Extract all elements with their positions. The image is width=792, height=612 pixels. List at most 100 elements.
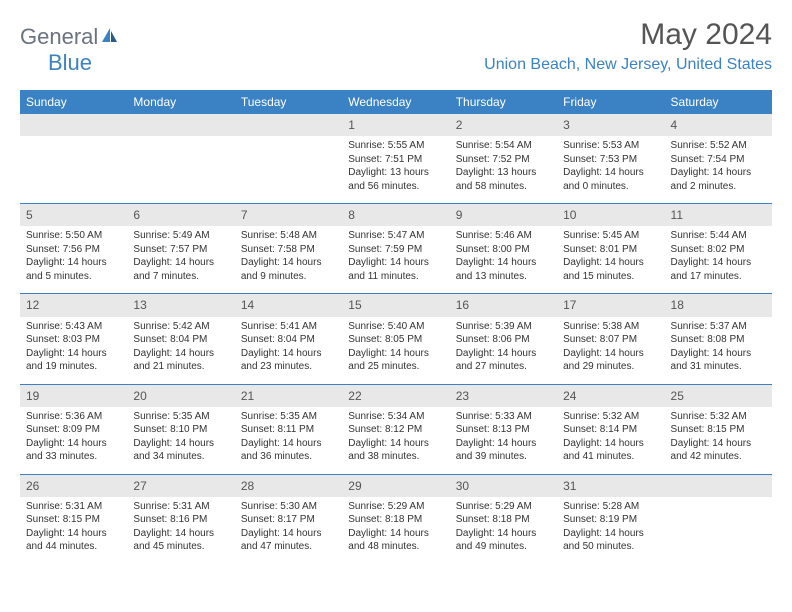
daylight-text-1: Daylight: 14 hours — [26, 527, 121, 541]
detail-row: Sunrise: 5:31 AMSunset: 8:15 PMDaylight:… — [20, 497, 772, 564]
day-detail: Sunrise: 5:46 AMSunset: 8:00 PMDaylight:… — [450, 226, 557, 294]
sunrise-text: Sunrise: 5:32 AM — [671, 410, 766, 424]
daylight-text-1: Daylight: 14 hours — [456, 347, 551, 361]
daylight-text-2: and 47 minutes. — [241, 540, 336, 554]
day-number: 28 — [235, 474, 342, 497]
daynum-row: 12131415161718 — [20, 294, 772, 317]
day-number: 19 — [20, 384, 127, 407]
sunset-text: Sunset: 8:04 PM — [133, 333, 228, 347]
sunrise-text: Sunrise: 5:45 AM — [563, 229, 658, 243]
day-detail: Sunrise: 5:35 AMSunset: 8:11 PMDaylight:… — [235, 407, 342, 475]
day-detail: Sunrise: 5:32 AMSunset: 8:14 PMDaylight:… — [557, 407, 664, 475]
daylight-text-1: Daylight: 13 hours — [456, 166, 551, 180]
sunrise-text: Sunrise: 5:34 AM — [348, 410, 443, 424]
daylight-text-2: and 49 minutes. — [456, 540, 551, 554]
daylight-text-1: Daylight: 14 hours — [671, 166, 766, 180]
daylight-text-1: Daylight: 14 hours — [241, 256, 336, 270]
day-number — [127, 114, 234, 136]
daylight-text-1: Daylight: 14 hours — [26, 437, 121, 451]
daylight-text-1: Daylight: 14 hours — [563, 256, 658, 270]
sunset-text: Sunset: 8:18 PM — [456, 513, 551, 527]
sunset-text: Sunset: 8:17 PM — [241, 513, 336, 527]
daylight-text-2: and 38 minutes. — [348, 450, 443, 464]
day-number: 18 — [665, 294, 772, 317]
day-detail: Sunrise: 5:49 AMSunset: 7:57 PMDaylight:… — [127, 226, 234, 294]
weekday-tuesday: Tuesday — [235, 90, 342, 114]
day-detail: Sunrise: 5:31 AMSunset: 8:16 PMDaylight:… — [127, 497, 234, 564]
daylight-text-2: and 0 minutes. — [563, 180, 658, 194]
sunset-text: Sunset: 8:08 PM — [671, 333, 766, 347]
day-number: 9 — [450, 204, 557, 227]
daylight-text-1: Daylight: 14 hours — [348, 256, 443, 270]
daylight-text-1: Daylight: 14 hours — [456, 256, 551, 270]
daylight-text-2: and 9 minutes. — [241, 270, 336, 284]
day-detail: Sunrise: 5:32 AMSunset: 8:15 PMDaylight:… — [665, 407, 772, 475]
day-detail: Sunrise: 5:35 AMSunset: 8:10 PMDaylight:… — [127, 407, 234, 475]
day-detail: Sunrise: 5:31 AMSunset: 8:15 PMDaylight:… — [20, 497, 127, 564]
daylight-text-2: and 50 minutes. — [563, 540, 658, 554]
daylight-text-1: Daylight: 14 hours — [563, 527, 658, 541]
day-number: 21 — [235, 384, 342, 407]
daynum-row: 262728293031 — [20, 474, 772, 497]
sunset-text: Sunset: 8:11 PM — [241, 423, 336, 437]
sunrise-text: Sunrise: 5:54 AM — [456, 139, 551, 153]
day-number: 10 — [557, 204, 664, 227]
daynum-row: 567891011 — [20, 204, 772, 227]
sunset-text: Sunset: 8:09 PM — [26, 423, 121, 437]
sunset-text: Sunset: 8:15 PM — [26, 513, 121, 527]
daylight-text-1: Daylight: 14 hours — [671, 347, 766, 361]
weekday-row: Sunday Monday Tuesday Wednesday Thursday… — [20, 90, 772, 114]
sunrise-text: Sunrise: 5:47 AM — [348, 229, 443, 243]
sunrise-text: Sunrise: 5:49 AM — [133, 229, 228, 243]
day-detail: Sunrise: 5:54 AMSunset: 7:52 PMDaylight:… — [450, 136, 557, 204]
day-detail: Sunrise: 5:48 AMSunset: 7:58 PMDaylight:… — [235, 226, 342, 294]
day-detail: Sunrise: 5:41 AMSunset: 8:04 PMDaylight:… — [235, 317, 342, 385]
day-detail: Sunrise: 5:40 AMSunset: 8:05 PMDaylight:… — [342, 317, 449, 385]
sunset-text: Sunset: 8:13 PM — [456, 423, 551, 437]
sunrise-text: Sunrise: 5:40 AM — [348, 320, 443, 334]
day-number: 17 — [557, 294, 664, 317]
day-number: 26 — [20, 474, 127, 497]
daylight-text-1: Daylight: 14 hours — [563, 437, 658, 451]
day-detail: Sunrise: 5:29 AMSunset: 8:18 PMDaylight:… — [450, 497, 557, 564]
day-number: 27 — [127, 474, 234, 497]
sunrise-text: Sunrise: 5:39 AM — [456, 320, 551, 334]
daylight-text-2: and 15 minutes. — [563, 270, 658, 284]
sunrise-text: Sunrise: 5:35 AM — [241, 410, 336, 424]
location: Union Beach, New Jersey, United States — [484, 56, 772, 74]
daylight-text-2: and 25 minutes. — [348, 360, 443, 374]
sunset-text: Sunset: 8:16 PM — [133, 513, 228, 527]
daylight-text-1: Daylight: 14 hours — [133, 527, 228, 541]
daylight-text-1: Daylight: 14 hours — [456, 437, 551, 451]
sunrise-text: Sunrise: 5:32 AM — [563, 410, 658, 424]
day-number: 23 — [450, 384, 557, 407]
day-detail — [20, 136, 127, 204]
daylight-text-1: Daylight: 14 hours — [456, 527, 551, 541]
sunset-text: Sunset: 8:15 PM — [671, 423, 766, 437]
sunset-text: Sunset: 8:05 PM — [348, 333, 443, 347]
day-number: 20 — [127, 384, 234, 407]
daylight-text-2: and 31 minutes. — [671, 360, 766, 374]
daylight-text-1: Daylight: 14 hours — [563, 166, 658, 180]
day-detail: Sunrise: 5:43 AMSunset: 8:03 PMDaylight:… — [20, 317, 127, 385]
sunset-text: Sunset: 7:52 PM — [456, 153, 551, 167]
day-number — [20, 114, 127, 136]
daylight-text-2: and 45 minutes. — [133, 540, 228, 554]
sunset-text: Sunset: 8:12 PM — [348, 423, 443, 437]
sunset-text: Sunset: 8:10 PM — [133, 423, 228, 437]
calendar-body: 1234Sunrise: 5:55 AMSunset: 7:51 PMDayli… — [20, 114, 772, 564]
day-detail: Sunrise: 5:42 AMSunset: 8:04 PMDaylight:… — [127, 317, 234, 385]
daylight-text-2: and 34 minutes. — [133, 450, 228, 464]
sunset-text: Sunset: 8:01 PM — [563, 243, 658, 257]
daylight-text-2: and 42 minutes. — [671, 450, 766, 464]
sunrise-text: Sunrise: 5:30 AM — [241, 500, 336, 514]
sunrise-text: Sunrise: 5:55 AM — [348, 139, 443, 153]
logo-text-1: General — [20, 24, 98, 50]
day-number: 31 — [557, 474, 664, 497]
detail-row: Sunrise: 5:55 AMSunset: 7:51 PMDaylight:… — [20, 136, 772, 204]
day-number: 1 — [342, 114, 449, 136]
daylight-text-2: and 2 minutes. — [671, 180, 766, 194]
sunset-text: Sunset: 8:04 PM — [241, 333, 336, 347]
day-detail: Sunrise: 5:50 AMSunset: 7:56 PMDaylight:… — [20, 226, 127, 294]
day-number: 16 — [450, 294, 557, 317]
